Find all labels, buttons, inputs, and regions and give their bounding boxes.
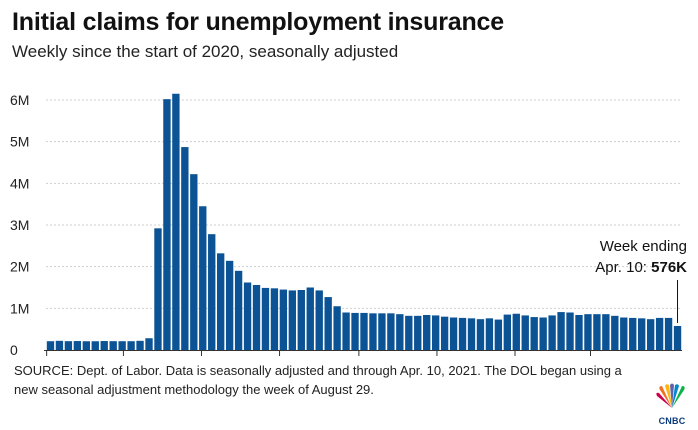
bar (611, 315, 619, 350)
bar (109, 341, 117, 350)
bar (664, 317, 673, 350)
bar (530, 317, 538, 350)
chart-subtitle: Weekly since the start of 2020, seasonal… (12, 42, 399, 61)
bar-chart: 0 1M 2M 3M 4M 5M 6M Jan. '20MarchMayJulySept.N… (10, 92, 687, 358)
bar (315, 290, 323, 350)
bar (208, 234, 216, 350)
bar (342, 312, 350, 350)
y-tick-label: 5M (10, 134, 29, 150)
bar (673, 326, 682, 350)
chart-title: Initial claims for unemployment insuranc… (12, 8, 504, 36)
bar (548, 315, 556, 350)
bar (243, 282, 252, 350)
bar (82, 341, 90, 350)
bar (431, 315, 440, 350)
y-tick-label: 0 (10, 342, 18, 358)
y-tick-label: 1M (10, 300, 29, 316)
bar (252, 285, 261, 350)
bar (91, 341, 99, 350)
y-tick-label: 4M (10, 175, 29, 191)
bar (503, 314, 511, 350)
bar (181, 147, 189, 350)
bar (485, 318, 494, 350)
bar (225, 260, 234, 350)
bar (190, 174, 198, 350)
bar (288, 290, 297, 350)
gridlines (46, 99, 682, 309)
y-tick-label: 6M (10, 92, 29, 108)
source-note: SOURCE: Dept. of Labor. Data is seasonal… (14, 363, 622, 397)
bar (46, 341, 55, 350)
bar (521, 315, 529, 350)
bar (369, 313, 377, 350)
bar (217, 253, 225, 350)
bar (136, 340, 144, 350)
bar (584, 314, 592, 350)
bar (396, 314, 404, 350)
bar (602, 314, 610, 350)
x-axis: Jan. '20MarchMayJulySept.Nov.Jan. '21Mar… (44, 350, 682, 356)
bar (154, 228, 162, 350)
bar (234, 270, 243, 350)
bar (467, 318, 476, 350)
bar (423, 315, 431, 350)
bar (261, 287, 270, 350)
bar (458, 317, 467, 350)
bar (575, 315, 583, 350)
peacock-icon (656, 383, 685, 408)
bar (324, 297, 332, 350)
bar (449, 317, 458, 350)
bar (620, 317, 628, 350)
bar (378, 313, 386, 350)
bar (655, 317, 664, 350)
cnbc-logo: CNBC (652, 382, 692, 426)
bar (360, 312, 368, 350)
bar (145, 338, 153, 350)
bar (351, 312, 359, 350)
annotation: Week ending Apr. 10: 576K (595, 238, 687, 323)
bar (593, 314, 601, 350)
y-tick-label: 2M (10, 259, 29, 275)
bar (414, 315, 422, 350)
bar (629, 317, 637, 350)
bar (199, 206, 207, 350)
bar (55, 340, 64, 350)
bar (118, 341, 126, 350)
bar (387, 313, 395, 350)
bar (172, 93, 180, 350)
bars (46, 93, 682, 350)
bar (646, 319, 655, 350)
y-axis-ticks: 0 1M 2M 3M 4M 5M 6M (10, 92, 29, 358)
bar (163, 99, 171, 350)
annotation-value: 576K (651, 259, 687, 276)
bar (127, 341, 135, 350)
bar (494, 319, 503, 350)
bar (73, 341, 82, 350)
bar (638, 318, 646, 350)
bar (64, 341, 73, 350)
bar (270, 288, 279, 350)
bar (405, 315, 413, 350)
annotation-date: Apr. 10: (595, 259, 651, 276)
bar (333, 306, 341, 350)
bar (306, 287, 314, 350)
y-tick-label: 3M (10, 217, 29, 233)
bar (100, 341, 108, 350)
bar (297, 290, 305, 350)
bar (539, 317, 547, 350)
bar (557, 312, 565, 350)
bar (279, 289, 288, 350)
bar (512, 313, 520, 350)
bar (566, 312, 574, 350)
annotation-line2: Apr. 10: 576K (595, 259, 687, 276)
bar (440, 316, 449, 350)
logo-text: CNBC (658, 416, 686, 426)
bar (476, 319, 485, 350)
annotation-line1: Week ending (600, 238, 687, 255)
